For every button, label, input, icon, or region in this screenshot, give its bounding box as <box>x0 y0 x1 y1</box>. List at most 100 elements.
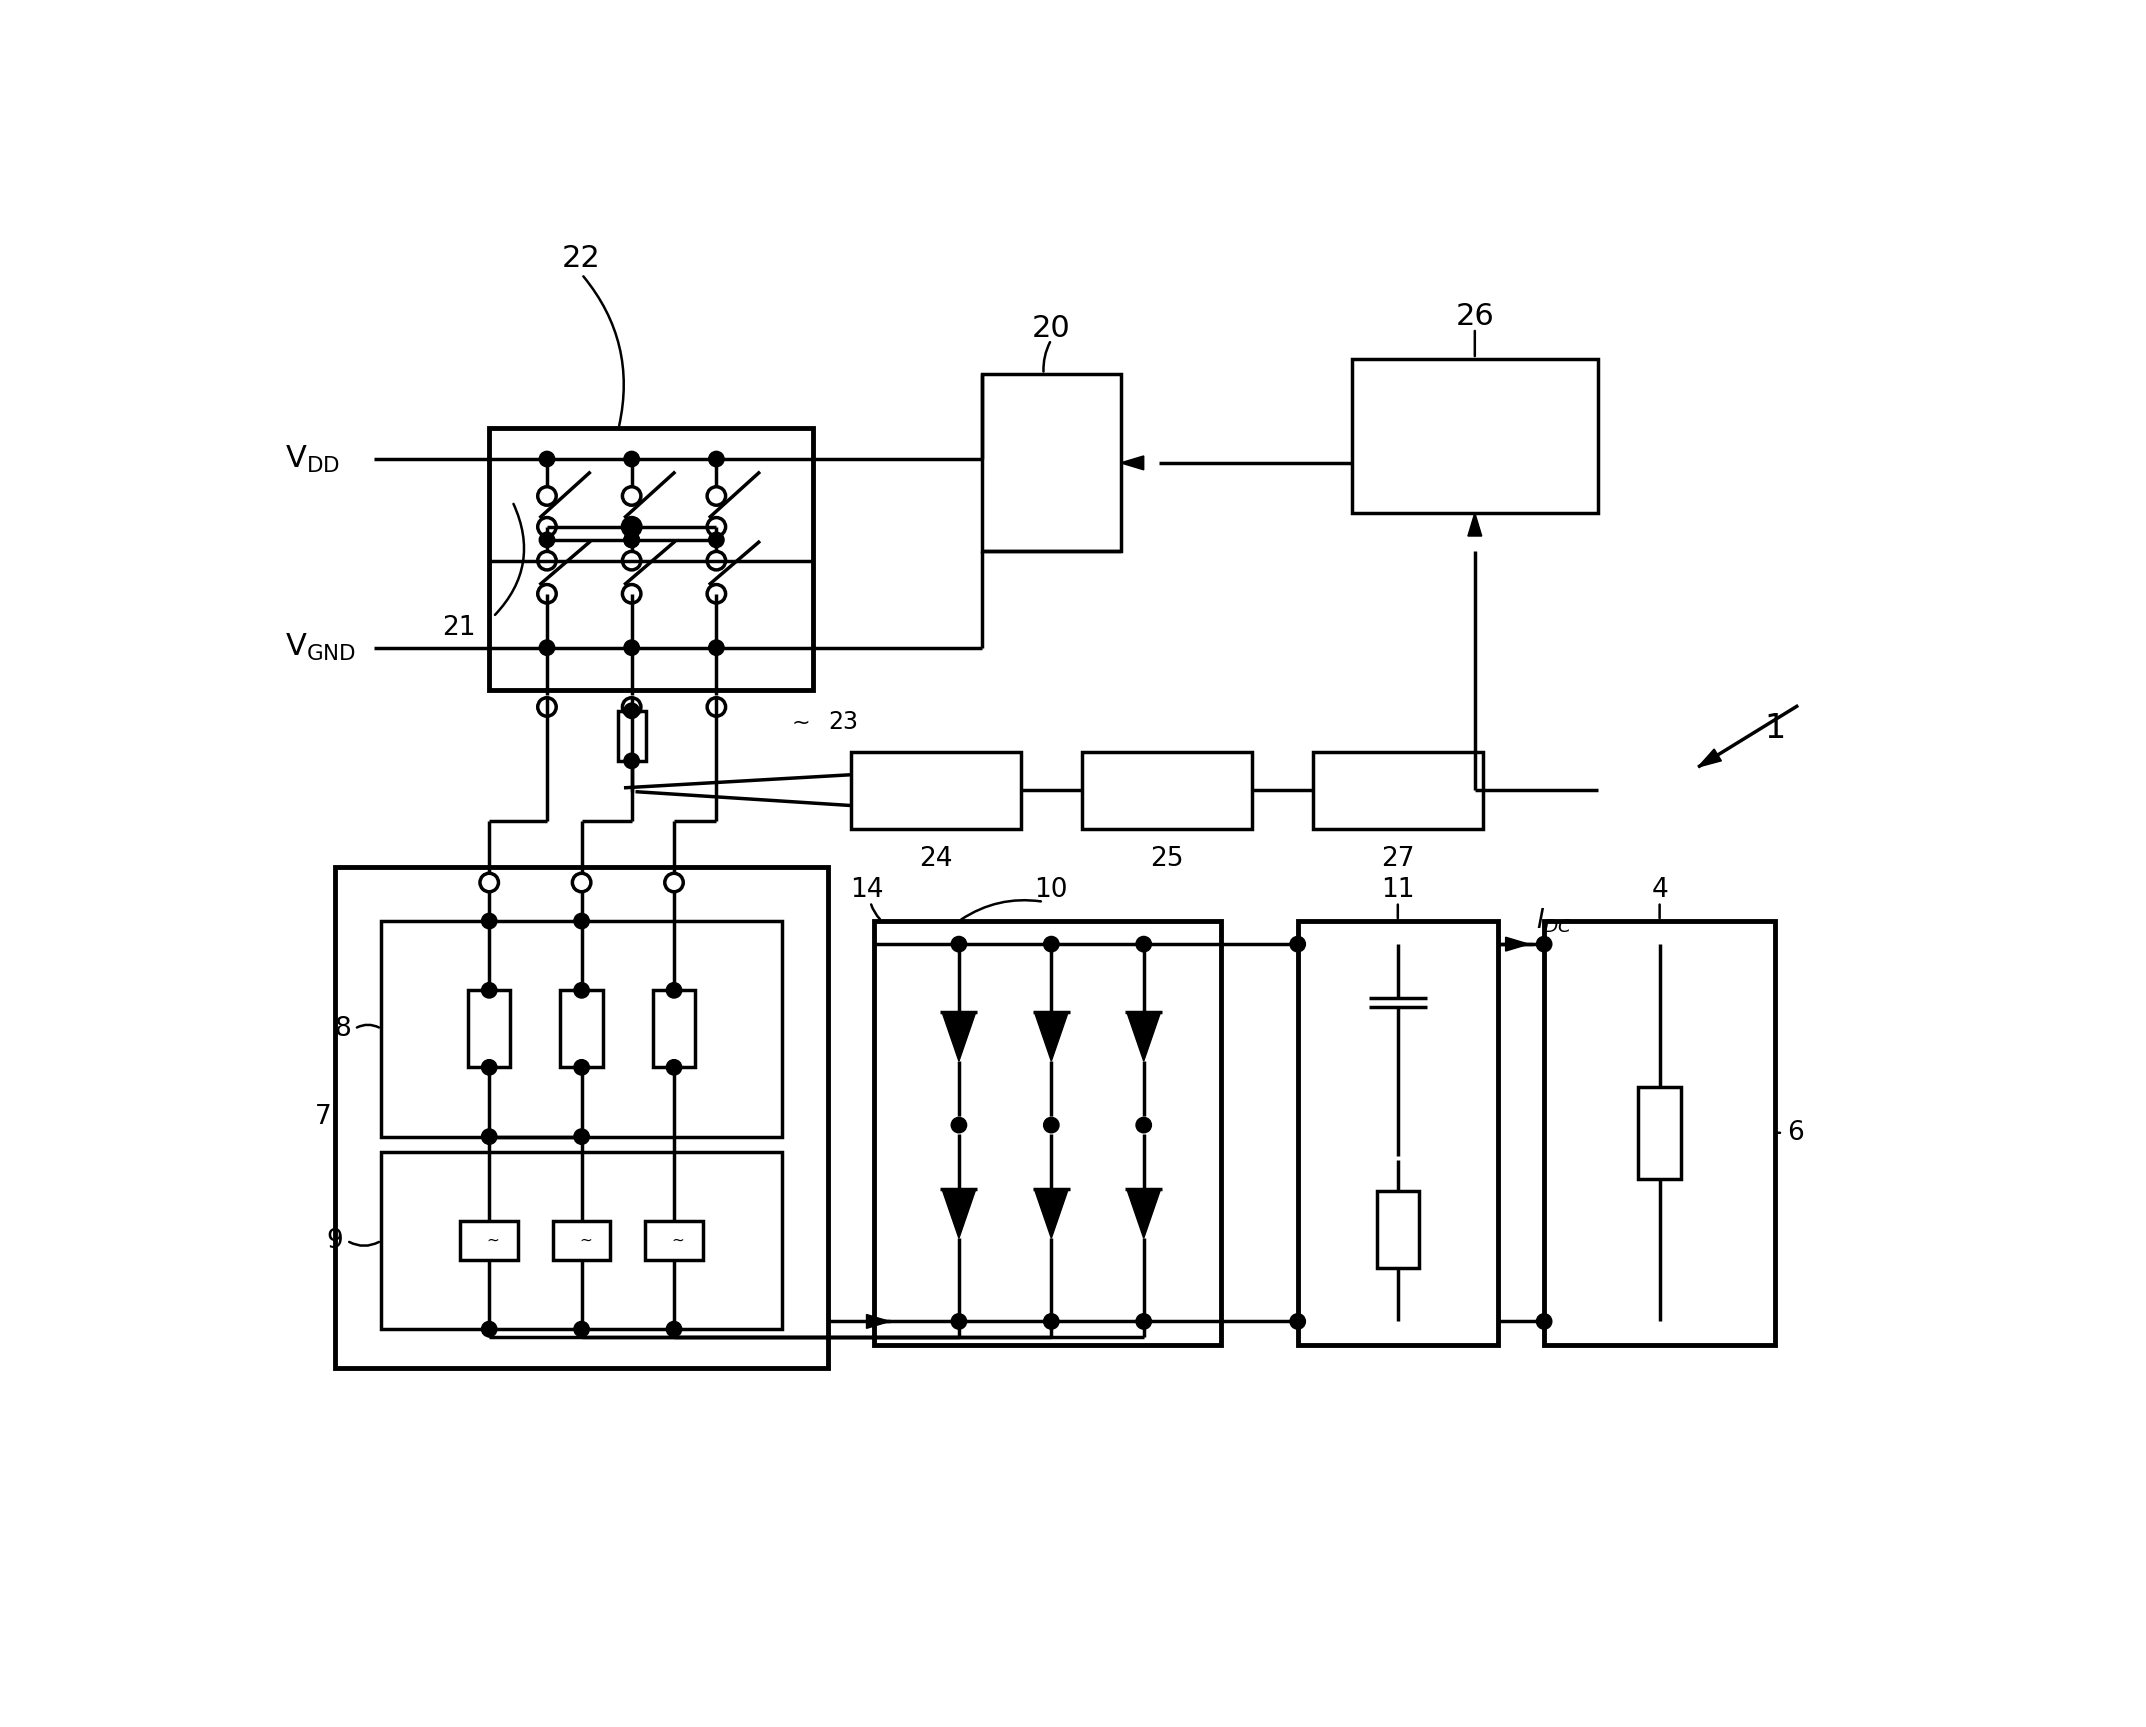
Circle shape <box>481 983 498 998</box>
Polygon shape <box>1127 1012 1161 1060</box>
Circle shape <box>624 753 640 769</box>
Circle shape <box>624 641 640 655</box>
Circle shape <box>951 936 966 952</box>
Circle shape <box>1290 1314 1305 1330</box>
FancyArrowPatch shape <box>871 905 880 919</box>
Circle shape <box>1043 936 1058 952</box>
Text: 25: 25 <box>1150 846 1185 872</box>
Text: 6: 6 <box>1788 1119 1803 1145</box>
Circle shape <box>624 703 640 718</box>
Bar <box>1637 1086 1680 1180</box>
Bar <box>1376 1190 1419 1268</box>
Bar <box>1352 359 1599 513</box>
Polygon shape <box>1506 938 1528 952</box>
Circle shape <box>573 1321 590 1337</box>
Circle shape <box>481 914 498 929</box>
Text: 9: 9 <box>326 1228 343 1254</box>
Text: 24: 24 <box>918 846 953 872</box>
Polygon shape <box>867 1314 891 1328</box>
Text: ~: ~ <box>792 712 811 732</box>
Circle shape <box>1537 936 1552 952</box>
Text: $I_{DC}$: $I_{DC}$ <box>1537 907 1573 936</box>
Text: ~: ~ <box>579 1233 592 1249</box>
Bar <box>560 990 603 1067</box>
Bar <box>1082 751 1251 829</box>
Circle shape <box>481 1129 498 1145</box>
Text: 14: 14 <box>850 877 884 903</box>
Circle shape <box>665 1321 682 1337</box>
Bar <box>1298 920 1498 1345</box>
Text: 22: 22 <box>562 244 601 273</box>
Text: 20: 20 <box>1032 314 1071 342</box>
Bar <box>852 751 1021 829</box>
Polygon shape <box>942 1012 976 1060</box>
Polygon shape <box>942 1188 976 1238</box>
Circle shape <box>573 914 590 929</box>
Circle shape <box>573 1060 590 1074</box>
Text: $\mathregular{V_{GND}}$: $\mathregular{V_{GND}}$ <box>285 632 356 663</box>
Circle shape <box>1290 936 1305 952</box>
Circle shape <box>1135 1117 1152 1133</box>
Polygon shape <box>1120 456 1144 470</box>
Text: 23: 23 <box>828 710 858 734</box>
Circle shape <box>624 520 640 534</box>
Polygon shape <box>1468 513 1481 535</box>
Circle shape <box>573 1129 590 1145</box>
Circle shape <box>1135 1314 1152 1330</box>
Text: ~: ~ <box>672 1233 685 1249</box>
Circle shape <box>624 532 640 547</box>
Circle shape <box>481 1321 498 1337</box>
Bar <box>1313 751 1483 829</box>
Bar <box>489 428 813 691</box>
FancyArrowPatch shape <box>961 900 1041 919</box>
Bar <box>873 920 1221 1345</box>
FancyArrowPatch shape <box>350 1242 380 1245</box>
Polygon shape <box>1697 750 1721 767</box>
Text: 7: 7 <box>315 1104 330 1131</box>
Bar <box>618 712 646 762</box>
Text: 4: 4 <box>1650 877 1667 903</box>
Circle shape <box>665 983 682 998</box>
Circle shape <box>951 1117 966 1133</box>
Text: 21: 21 <box>442 615 474 641</box>
Circle shape <box>539 641 554 655</box>
Circle shape <box>539 451 554 466</box>
Polygon shape <box>1034 1012 1069 1060</box>
Text: 27: 27 <box>1382 846 1414 872</box>
Text: ~: ~ <box>487 1233 500 1249</box>
Text: 1: 1 <box>1764 712 1785 744</box>
Circle shape <box>481 1060 498 1074</box>
Circle shape <box>708 641 723 655</box>
Circle shape <box>539 532 554 547</box>
Bar <box>1545 920 1775 1345</box>
Polygon shape <box>1127 1188 1161 1238</box>
Circle shape <box>1135 936 1152 952</box>
Circle shape <box>1043 1314 1058 1330</box>
Circle shape <box>951 1314 966 1330</box>
Text: 8: 8 <box>335 1015 350 1041</box>
Circle shape <box>1537 1314 1552 1330</box>
Circle shape <box>624 451 640 466</box>
Bar <box>335 867 828 1368</box>
Circle shape <box>708 532 723 547</box>
FancyArrowPatch shape <box>1043 342 1049 371</box>
Bar <box>646 1221 704 1259</box>
Bar <box>461 1221 517 1259</box>
Bar <box>382 1152 781 1330</box>
Circle shape <box>665 1060 682 1074</box>
Text: $\mathregular{V_{DD}}$: $\mathregular{V_{DD}}$ <box>285 444 339 475</box>
Bar <box>983 375 1120 551</box>
Circle shape <box>708 451 723 466</box>
Bar <box>468 990 511 1067</box>
FancyArrowPatch shape <box>584 276 624 425</box>
Text: 10: 10 <box>1034 877 1069 903</box>
Circle shape <box>573 983 590 998</box>
FancyArrowPatch shape <box>496 504 524 615</box>
Text: 26: 26 <box>1455 302 1494 332</box>
Bar <box>652 990 695 1067</box>
Bar <box>554 1221 609 1259</box>
FancyArrowPatch shape <box>356 1024 380 1028</box>
Circle shape <box>624 532 640 547</box>
Polygon shape <box>1034 1188 1069 1238</box>
Circle shape <box>1043 1117 1058 1133</box>
